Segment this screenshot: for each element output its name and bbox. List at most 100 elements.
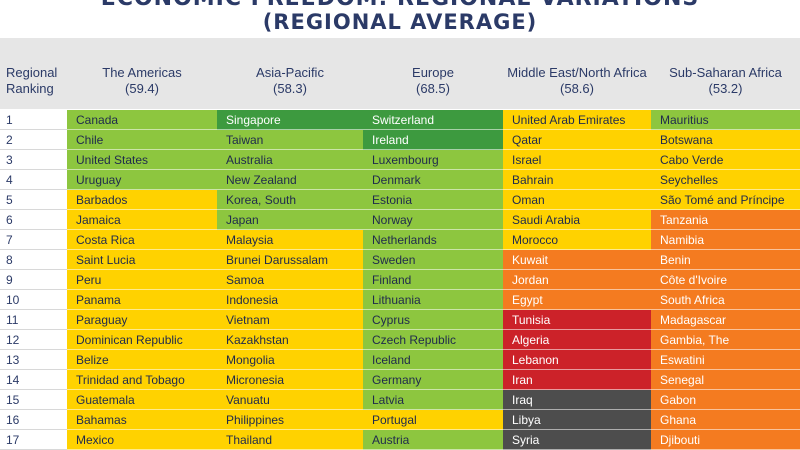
table-row: 7 Costa Rica Malaysia Netherlands Morocco Nam…: [0, 230, 800, 250]
rank-cell: 17: [0, 430, 67, 450]
region-average: (68.5): [416, 81, 450, 96]
country-cell-asia-pacific: Philippines: [217, 410, 363, 430]
region-header-mena: Middle East/North Africa (58.6): [503, 65, 651, 97]
country-cell-americas: Canada: [67, 110, 217, 130]
country-cell-americas: Uruguay: [67, 170, 217, 190]
country-cell-americas: United States: [67, 150, 217, 170]
region-header-asia-pacific: Asia-Pacific (58.3): [217, 65, 363, 97]
country-cell-americas: Barbados: [67, 190, 217, 210]
country-cell-americas: Costa Rica: [67, 230, 217, 250]
region-header-europe: Europe (68.5): [363, 65, 503, 97]
country-cell-sub-saharan-africa: Botswana: [651, 130, 800, 150]
table-row: 4 Uruguay New Zealand Denmark Bahrain Seychel…: [0, 170, 800, 190]
rank-cell: 9: [0, 270, 67, 290]
table-row: 17 Mexico Thailand Austria Syria Djibouti: [0, 430, 800, 450]
country-cell-sub-saharan-africa: Madagascar: [651, 310, 800, 330]
country-cell-americas: Trinidad and Tobago: [67, 370, 217, 390]
country-cell-americas: Belize: [67, 350, 217, 370]
rank-cell: 11: [0, 310, 67, 330]
country-cell-europe: Sweden: [363, 250, 503, 270]
rank-cell: 16: [0, 410, 67, 430]
country-cell-sub-saharan-africa: Cabo Verde: [651, 150, 800, 170]
country-cell-sub-saharan-africa: Benin: [651, 250, 800, 270]
country-cell-americas: Panama: [67, 290, 217, 310]
country-cell-asia-pacific: Korea, South: [217, 190, 363, 210]
country-cell-americas: Guatemala: [67, 390, 217, 410]
country-cell-mena: Qatar: [503, 130, 651, 150]
table-row: 1 Canada Singapore Switzerland United Arab E…: [0, 110, 800, 130]
country-cell-asia-pacific: Indonesia: [217, 290, 363, 310]
country-cell-mena: Jordan: [503, 270, 651, 290]
country-cell-asia-pacific: Vietnam: [217, 310, 363, 330]
country-cell-asia-pacific: Taiwan: [217, 130, 363, 150]
country-cell-asia-pacific: Samoa: [217, 270, 363, 290]
country-cell-americas: Mexico: [67, 430, 217, 450]
country-cell-asia-pacific: Singapore: [217, 110, 363, 130]
rank-cell: 6: [0, 210, 67, 230]
country-cell-asia-pacific: Japan: [217, 210, 363, 230]
country-cell-asia-pacific: New Zealand: [217, 170, 363, 190]
rank-cell: 15: [0, 390, 67, 410]
country-cell-asia-pacific: Malaysia: [217, 230, 363, 250]
region-name: Sub-Saharan Africa: [669, 65, 782, 80]
table-row: 15 Guatemala Vanuatu Latvia Iraq Gabon: [0, 390, 800, 410]
country-cell-europe: Estonia: [363, 190, 503, 210]
country-cell-sub-saharan-africa: Djibouti: [651, 430, 800, 450]
region-name: Asia-Pacific: [256, 65, 324, 80]
country-cell-europe: Ireland: [363, 130, 503, 150]
country-cell-europe: Iceland: [363, 350, 503, 370]
region-header-sub-saharan-africa: Sub-Saharan Africa (53.2): [651, 65, 800, 97]
country-cell-sub-saharan-africa: Ghana: [651, 410, 800, 430]
country-cell-asia-pacific: Kazakhstan: [217, 330, 363, 350]
page-subtitle: (REGIONAL AVERAGE): [262, 10, 538, 34]
rank-cell: 2: [0, 130, 67, 150]
country-cell-americas: Peru: [67, 270, 217, 290]
country-cell-europe: Norway: [363, 210, 503, 230]
region-average: (53.2): [708, 81, 743, 96]
country-cell-europe: Lithuania: [363, 290, 503, 310]
rank-header-line1: Regional: [6, 65, 58, 80]
rank-cell: 8: [0, 250, 67, 270]
country-cell-asia-pacific: Mongolia: [217, 350, 363, 370]
country-cell-europe: Denmark: [363, 170, 503, 190]
country-cell-mena: Israel: [503, 150, 651, 170]
country-cell-sub-saharan-africa: Tanzania: [651, 210, 800, 230]
country-cell-americas: Saint Lucia: [67, 250, 217, 270]
rank-cell: 1: [0, 110, 67, 130]
rank-cell: 3: [0, 150, 67, 170]
country-cell-americas: Bahamas: [67, 410, 217, 430]
region-header-americas: The Americas (59.4): [67, 65, 217, 97]
country-cell-americas: Chile: [67, 130, 217, 150]
rank-header: Regional Ranking: [6, 65, 66, 97]
table-row: 13 Belize Mongolia Iceland Lebanon Eswatini: [0, 350, 800, 370]
country-cell-mena: Egypt: [503, 290, 651, 310]
country-cell-sub-saharan-africa: São Tomé and Príncipe: [651, 190, 800, 210]
country-cell-americas: Paraguay: [67, 310, 217, 330]
country-cell-asia-pacific: Australia: [217, 150, 363, 170]
country-cell-europe: Portugal: [363, 410, 503, 430]
country-cell-mena: Lebanon: [503, 350, 651, 370]
country-cell-sub-saharan-africa: Senegal: [651, 370, 800, 390]
table-row: 6 Jamaica Japan Norway Saudi Arabia Tanzania: [0, 210, 800, 230]
country-cell-europe: Netherlands: [363, 230, 503, 250]
rank-cell: 5: [0, 190, 67, 210]
country-cell-sub-saharan-africa: South Africa: [651, 290, 800, 310]
region-name: Europe: [412, 65, 454, 80]
country-cell-americas: Dominican Republic: [67, 330, 217, 350]
country-cell-mena: Tunisia: [503, 310, 651, 330]
rank-cell: 10: [0, 290, 67, 310]
rank-header-line2: Ranking: [6, 81, 54, 96]
country-cell-mena: Morocco: [503, 230, 651, 250]
country-cell-sub-saharan-africa: Gambia, The: [651, 330, 800, 350]
country-cell-sub-saharan-africa: Mauritius: [651, 110, 800, 130]
rank-cell: 4: [0, 170, 67, 190]
country-cell-europe: Austria: [363, 430, 503, 450]
country-cell-europe: Cyprus: [363, 310, 503, 330]
table-row: 3 United States Australia Luxembourg Israel C…: [0, 150, 800, 170]
rank-cell: 13: [0, 350, 67, 370]
country-cell-mena: Kuwait: [503, 250, 651, 270]
country-cell-sub-saharan-africa: Côte d'Ivoire: [651, 270, 800, 290]
table-row: 16 Bahamas Philippines Portugal Libya Ghana: [0, 410, 800, 430]
country-cell-asia-pacific: Vanuatu: [217, 390, 363, 410]
country-cell-mena: Iraq: [503, 390, 651, 410]
